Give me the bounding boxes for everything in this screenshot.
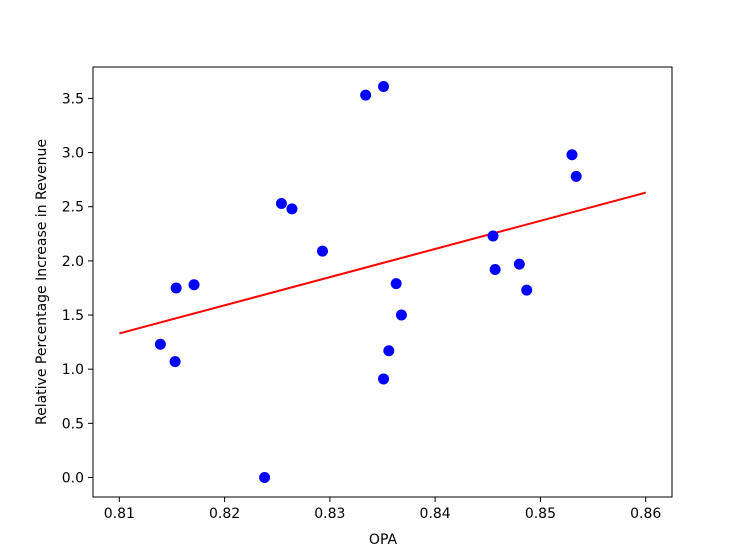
data-point bbox=[513, 258, 525, 270]
data-point bbox=[378, 373, 390, 385]
x-tick-label: 0.83 bbox=[314, 506, 345, 522]
x-tick-label: 0.85 bbox=[525, 506, 556, 522]
x-axis-ticks: 0.81 0.82 0.83 0.84 0.85 0.86 bbox=[104, 497, 661, 522]
data-point bbox=[378, 80, 390, 92]
data-point bbox=[390, 278, 402, 290]
data-point bbox=[169, 356, 181, 368]
data-point bbox=[487, 230, 499, 242]
data-point bbox=[170, 282, 182, 294]
x-axis-label: OPA bbox=[369, 532, 398, 548]
y-tick-label: 2.5 bbox=[62, 200, 84, 216]
data-point bbox=[521, 284, 533, 296]
data-point bbox=[275, 197, 287, 209]
y-tick-label: 3.5 bbox=[62, 91, 84, 107]
data-point bbox=[316, 245, 328, 257]
x-tick-label: 0.84 bbox=[420, 506, 451, 522]
fit-line-layer bbox=[119, 191, 646, 335]
y-tick-label: 0.0 bbox=[62, 471, 84, 487]
y-axis-label: Relative Percentage Increase in Revenue bbox=[34, 139, 50, 425]
data-point bbox=[566, 149, 578, 161]
y-tick-label: 1.5 bbox=[62, 308, 84, 324]
data-point bbox=[570, 170, 582, 182]
data-point bbox=[188, 279, 200, 291]
plot-area bbox=[93, 67, 672, 497]
x-tick-label: 0.82 bbox=[209, 506, 240, 522]
data-point bbox=[360, 89, 372, 101]
data-point bbox=[383, 345, 395, 357]
data-point bbox=[259, 472, 271, 484]
y-tick-label: 0.5 bbox=[62, 416, 84, 432]
y-axis-ticks: 0.0 0.5 1.0 1.5 2.0 2.5 3.0 3.5 bbox=[62, 91, 93, 487]
data-point bbox=[395, 309, 407, 321]
x-tick-label: 0.86 bbox=[630, 506, 661, 522]
x-tick-label: 0.81 bbox=[104, 506, 135, 522]
data-point bbox=[154, 338, 166, 350]
data-point bbox=[489, 264, 501, 276]
regression-line bbox=[119, 191, 646, 335]
points-layer bbox=[154, 80, 582, 484]
y-tick-label: 3.0 bbox=[62, 146, 84, 162]
plot-frame bbox=[92, 66, 673, 498]
data-point bbox=[286, 203, 298, 215]
y-tick-label: 1.0 bbox=[62, 362, 84, 378]
y-tick-label: 2.0 bbox=[62, 254, 84, 270]
